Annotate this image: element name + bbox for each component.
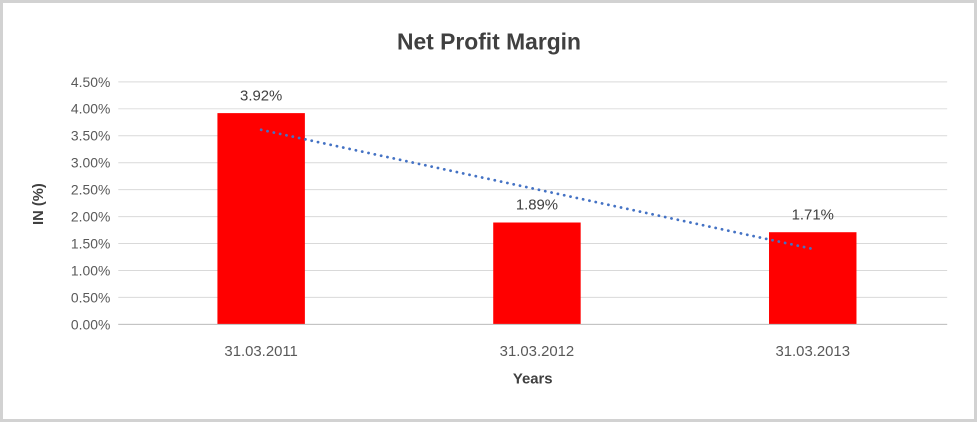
bar	[493, 222, 581, 325]
y-tick-label: 4.00%	[71, 101, 110, 117]
net-profit-margin-chart: Net Profit Margin IN (%) 0.00% 0.50% 1.00%…	[31, 28, 948, 388]
y-tick-label: 0.00%	[71, 316, 110, 332]
y-axis-tick-labels: 0.00% 0.50% 1.00% 1.50% 2.00% 2.50% 3.00% 3.50%…	[71, 74, 110, 332]
y-tick-label: 3.00%	[71, 155, 110, 171]
trendline	[259, 128, 815, 251]
bar	[769, 232, 857, 325]
data-labels: 3.92% 1.89% 1.71%	[240, 88, 834, 223]
bar-series	[217, 113, 857, 325]
x-tick-label: 31.03.2011	[224, 344, 297, 360]
y-tick-label: 0.50%	[71, 289, 110, 305]
x-tick-label: 31.03.2013	[775, 344, 850, 360]
chart-title: Net Profit Margin	[397, 28, 581, 54]
y-tick-label: 2.00%	[71, 209, 110, 225]
x-axis-title: Years	[513, 372, 553, 388]
y-tick-label: 4.50%	[71, 74, 110, 90]
y-axis-title: IN (%)	[31, 183, 47, 225]
y-tick-label: 3.50%	[71, 128, 110, 144]
bar-value-label: 1.89%	[516, 198, 558, 214]
y-tick-label: 2.50%	[71, 182, 110, 198]
y-tick-label: 1.00%	[71, 262, 110, 278]
x-tick-label: 31.03.2012	[500, 344, 575, 360]
x-axis-tick-labels: 31.03.2011 31.03.2012 31.03.2013	[224, 344, 850, 360]
bar-value-label: 1.71%	[792, 207, 834, 223]
y-tick-label: 1.50%	[71, 236, 110, 252]
bar-value-label: 3.92%	[240, 88, 282, 104]
bar	[217, 113, 305, 325]
